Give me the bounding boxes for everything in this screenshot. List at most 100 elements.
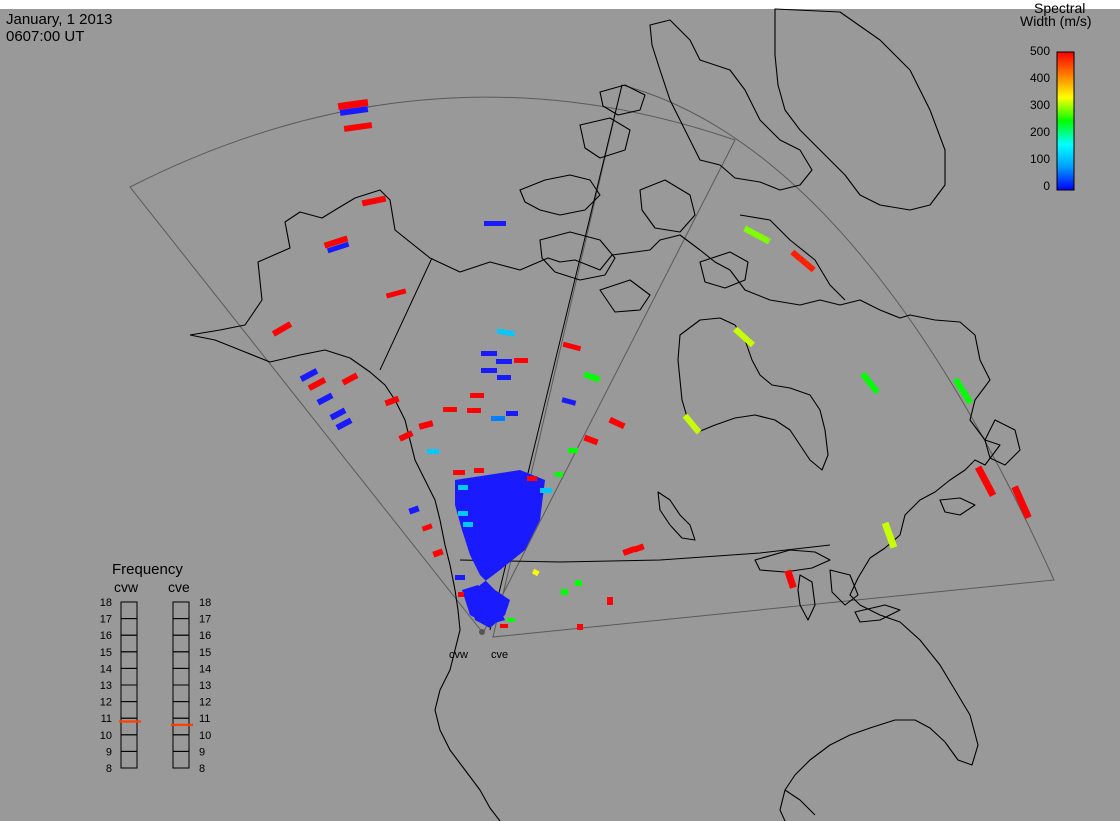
scatter-cell [458,511,468,516]
baffin-island [649,19,813,191]
scatter-cell [561,397,577,406]
southampton-island [599,279,651,313]
frequency-tick-label: 9 [199,746,205,758]
frequency-tick-label: 8 [106,763,112,775]
scatter-cell [500,624,508,628]
lake-winnipeg [657,491,696,541]
frequency-panel: Frequency cvw cve 18 17 16 15 14 13 12 11 10 9 8 1… [100,561,212,775]
pacific-coastline [189,334,501,821]
frequency-tick-label: 16 [100,630,112,642]
great-lake-erie [854,604,901,623]
date-label: January, 1 2013 [6,11,112,28]
scatter-cell [299,368,319,382]
frequency-tick-label: 16 [199,630,211,642]
frequency-tick-label: 9 [106,746,112,758]
frequency-tick-label: 18 [199,597,211,609]
scatter-cell [491,416,505,421]
scatter-cell [341,372,359,386]
frequency-tick-label: 14 [100,663,112,675]
scatter-cell [453,470,465,475]
colorbar-tick-label: 0 [1043,179,1050,193]
frequency-tick-label: 17 [199,614,211,626]
scatter-cell [561,589,568,595]
scatter-cell [421,523,433,532]
scatter-cell [607,597,613,605]
nova-scotia [939,497,976,516]
scatter-cell [608,416,626,430]
scatter-cell [790,249,816,273]
scatter-cell [323,235,349,249]
cvw-field-of-view [129,96,736,634]
great-lake-michigan [797,574,816,621]
ungava-bay [699,251,749,289]
western-coastline [189,189,1001,821]
top-white-strip [0,0,1120,9]
frequency-tick-label: 8 [199,763,205,775]
scatter-cell [408,505,420,515]
scatter-cell [506,411,518,416]
colorbar-tick-label: 500 [1030,44,1050,58]
frequency-tick-label: 17 [100,614,112,626]
gulf-of-mexico-coast [784,789,816,816]
frequency-tick-label: 11 [199,713,210,725]
frequency-tick-label: 12 [100,697,112,709]
scatter-cell [467,408,481,413]
colorbar-tick-label: 200 [1030,125,1050,139]
cvw-scatter-dense [455,470,545,628]
newfoundland [984,419,1021,466]
frequency-tick-label: 10 [100,730,112,742]
arctic-island-5 [639,179,696,233]
scatter-cell [953,377,973,405]
frequency-label-cvw: cvw [114,579,139,595]
great-lake-superior [754,549,831,573]
scatter-cell [540,488,552,493]
colorbar-title-line2: Width (m/s) [1020,13,1092,29]
cvw-near-range-blue-2 [462,585,505,625]
frequency-ticks-left: 18 17 16 15 14 13 12 11 10 9 8 [100,597,112,775]
scatter-cell [339,106,369,116]
scatter-cell [384,395,400,407]
scatter-cell [633,543,645,553]
scatter-cell [583,434,599,446]
scatter-cell [507,618,515,622]
frequency-tick-label: 18 [100,597,112,609]
scatter-cell [514,358,528,363]
scatter-cell [1011,485,1032,520]
arctic-island-2 [539,231,616,281]
colorbar-ticks: 500 400 300 200 100 0 [1030,44,1050,193]
frequency-ladder-cell [172,750,190,769]
frequency-label-cve: cve [168,579,190,595]
scatter-cell [455,575,465,580]
scatter-cell [974,465,997,498]
scatter-cell [361,195,387,207]
scatter-cells [271,98,1032,630]
scatter-cell [432,548,444,558]
header: January, 1 2013 0607:00 UT [6,11,112,45]
frequency-tick-label: 15 [100,647,112,659]
scatter-cell [555,472,563,477]
scatter-cell [343,122,373,132]
scatter-cell [743,225,771,245]
scatter-cell [860,371,880,395]
great-lake-huron [829,569,859,606]
scatter-cell [326,241,350,254]
scatter-cell [577,624,583,630]
scatter-cell [784,569,797,589]
colorbar-tick-label: 100 [1030,152,1050,166]
scatter-cell [531,568,540,577]
scatter-cell [418,420,434,430]
scatter-cell [470,393,484,398]
frequency-ladder-cell [120,750,138,769]
scatter-cell [527,476,537,481]
scatter-cell [337,98,369,111]
scatter-cell [583,371,601,383]
scatter-cell [575,580,582,586]
frequency-tick-label: 13 [199,680,211,692]
greenland [774,8,946,211]
frequency-bar-cve [172,601,190,769]
scatter-cell [481,351,497,356]
coastlines [189,8,1021,821]
us-canada-border [459,544,831,563]
